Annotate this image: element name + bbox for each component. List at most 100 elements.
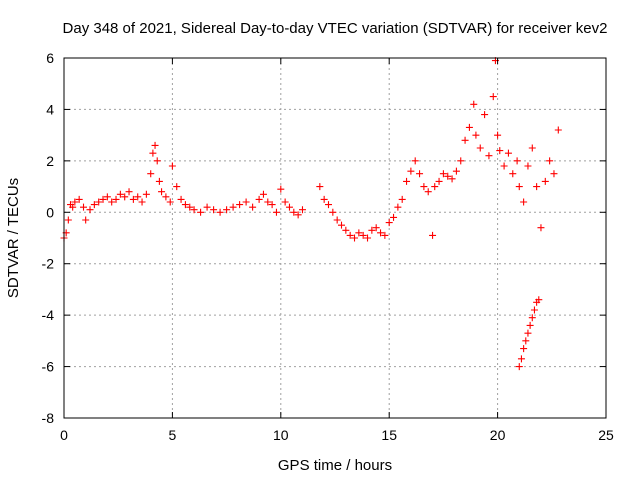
data-point [465,123,473,131]
x-tick-label: 5 [169,427,177,443]
data-point [537,224,545,232]
data-point [285,203,293,211]
x-tick-label: 25 [598,427,614,443]
data-point [528,314,536,322]
data-point [75,195,83,203]
data-point [316,183,324,191]
data-point [515,183,523,191]
data-point [439,170,447,178]
data-point [129,195,137,203]
data-point [255,195,263,203]
data-point [216,208,224,216]
data-point [346,231,354,239]
data-point [476,144,484,152]
data-point [377,229,385,237]
data-point [103,193,111,201]
data-point [550,170,558,178]
data-point [134,193,142,201]
data-point [472,131,480,139]
data-point [524,329,532,337]
data-point [259,190,267,198]
data-point [324,201,332,209]
data-point [181,201,189,209]
data-point [162,193,170,201]
y-tick-label: -8 [42,410,55,426]
data-point [210,206,218,214]
data-point [173,183,181,191]
data-point [520,198,528,206]
grid-lines [64,58,606,418]
data-point [153,157,161,165]
data-point [509,170,517,178]
data-point [90,201,98,209]
data-point [407,167,415,175]
data-point [528,144,536,152]
data-point [398,195,406,203]
data-point [351,234,359,242]
data-point [223,206,231,214]
data-point [320,195,328,203]
y-tick-label: -6 [42,359,55,375]
data-point [359,231,367,239]
data-point [390,213,398,221]
data-point [416,170,424,178]
data-point [236,201,244,209]
data-point [95,198,103,206]
data-point [155,177,163,185]
data-point [281,198,289,206]
data-point [500,162,508,170]
chart-title: Day 348 of 2021, Sidereal Day-to-day VTE… [63,20,608,37]
data-point [125,188,133,196]
data-points [60,57,562,371]
data-point [290,208,298,216]
data-point [530,306,538,314]
data-point [151,141,159,149]
y-tick-label: 0 [46,204,54,220]
data-point [116,190,124,198]
data-point [71,198,79,206]
data-point [394,203,402,211]
y-tick-label: 4 [46,101,54,117]
data-point [504,149,512,157]
data-point [470,100,478,108]
y-axis-label: SDTVAR / TECUs [5,178,22,298]
data-point [496,147,504,155]
axis-ticks: 0 5 10 15 20 25 -8 -6 -4 -2 0 2 4 6 [42,50,614,443]
data-point [69,203,77,211]
data-point [264,198,272,206]
data-point [546,157,554,165]
data-point [554,126,562,134]
data-point [86,206,94,214]
data-point [294,211,302,219]
data-point [355,229,363,237]
data-point [249,203,257,211]
data-point [329,208,337,216]
data-point [452,167,460,175]
data-point [82,216,90,224]
data-point [526,321,534,329]
x-axis-label: GPS time / hours [278,457,392,474]
data-point [435,177,443,185]
data-point [494,131,502,139]
data-point [112,195,120,203]
plot-area-border [63,57,607,419]
data-point [190,206,198,214]
data-point [381,231,389,239]
y-tick-label: -2 [42,256,55,272]
data-point [149,149,157,157]
data-point [166,198,174,206]
x-tick-label: 15 [381,427,397,443]
data-point [513,157,521,165]
data-point [108,198,116,206]
data-point [515,363,523,371]
data-point [481,111,489,119]
data-point [64,216,72,224]
data-point [403,177,411,185]
data-point [535,296,543,304]
data-point [517,355,525,363]
data-point [99,195,107,203]
x-tick-label: 20 [490,427,506,443]
data-point [431,183,439,191]
data-point [142,190,150,198]
